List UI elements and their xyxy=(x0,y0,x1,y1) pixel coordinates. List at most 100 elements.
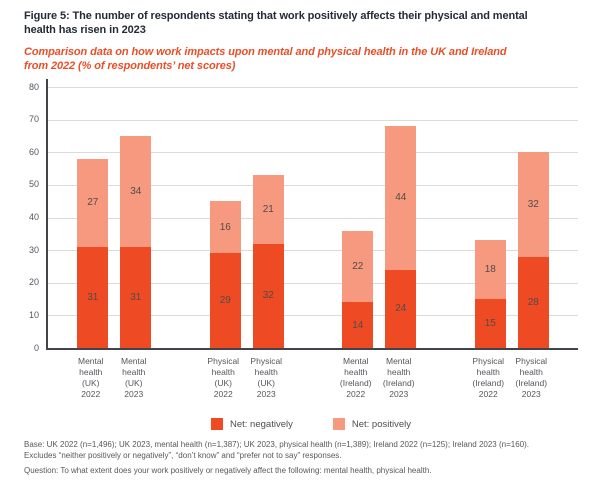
bar-segment-negative: 24 xyxy=(385,269,417,348)
value-label: 24 xyxy=(395,303,407,315)
bar-segment-negative: 32 xyxy=(252,243,284,348)
figure-subtitle-line-2: from 2022 (% of respondents’ net scores) xyxy=(24,60,236,72)
gridline-60 xyxy=(48,152,578,154)
gridline-10 xyxy=(48,315,578,317)
figure-title-line-2: health has risen in 2023 xyxy=(24,24,146,36)
bar-group-1: 27 31 34 31 xyxy=(48,135,181,348)
gridline-80 xyxy=(48,87,578,88)
value-label: 31 xyxy=(130,291,142,303)
legend-label: Net: positively xyxy=(351,418,411,430)
stacked-bar-7: 18 15 xyxy=(474,240,506,348)
value-label: 14 xyxy=(352,319,364,331)
base-note-line-1: Base: UK 2022 (n=1,496); UK 2023, mental… xyxy=(24,440,529,449)
value-label: 18 xyxy=(484,264,496,276)
bar-segment-negative: 15 xyxy=(474,299,506,348)
value-label: 31 xyxy=(87,291,99,303)
bar-segment-positive: 27 xyxy=(77,158,109,247)
stacked-bar-5: 22 14 xyxy=(342,230,374,348)
bar-segment-positive: 21 xyxy=(252,175,284,244)
gridline-20 xyxy=(48,282,578,284)
x-axis-label: Physical health (UK) 2023 xyxy=(250,356,283,399)
stacked-bar-2: 34 31 xyxy=(120,135,152,348)
bar-segment-positive: 16 xyxy=(209,201,241,254)
value-label: 21 xyxy=(262,203,274,215)
y-tick-label-60: 60 xyxy=(28,146,39,157)
figure-subtitle-line-1: Comparison data on how work impacts upon… xyxy=(24,46,507,58)
y-tick-label-70: 70 xyxy=(28,114,39,125)
y-tick-label-50: 50 xyxy=(28,179,39,190)
legend-item-positive: Net: positively xyxy=(332,418,411,430)
bar-segment-negative: 31 xyxy=(120,246,152,348)
x-axis-label: Physical health (UK) 2022 xyxy=(207,356,240,399)
y-tick-label-40: 40 xyxy=(28,212,39,222)
value-label: 32 xyxy=(527,198,539,210)
bar-segment-positive: 44 xyxy=(385,126,417,270)
legend-item-negative: Net: negatively xyxy=(211,418,293,430)
y-tick-label-10: 10 xyxy=(28,309,39,320)
legend: Net: negatively Net: positively xyxy=(46,418,576,430)
value-label: 22 xyxy=(352,260,364,272)
gridline-50 xyxy=(48,184,578,186)
value-label: 29 xyxy=(219,295,231,307)
base-note-line-2: Excludes “neither positively or negative… xyxy=(24,450,342,460)
x-axis-label: Physical health (Ireland) 2022 xyxy=(472,356,505,399)
value-label: 32 xyxy=(262,290,274,302)
x-label-group-1: Mental health (UK) 2022 Mental health (UK… xyxy=(46,356,179,400)
x-axis-label: Mental health (Ireland) 2023 xyxy=(382,356,415,399)
figure-title-line-1: Figure 5: The number of respondents stat… xyxy=(24,10,528,22)
y-tick-label-80: 80 xyxy=(28,81,39,92)
value-label: 16 xyxy=(219,221,231,233)
bar-cell: 22 14 xyxy=(336,230,379,348)
value-label: 34 xyxy=(130,185,142,197)
x-label-group-2: Physical health (UK) 2022 Physical health… xyxy=(179,356,312,400)
bar-cell: 44 24 xyxy=(379,126,422,348)
question-note: Question: To what extent does your work … xyxy=(24,465,432,475)
bar-cell: 21 32 xyxy=(247,175,290,348)
x-axis-label: Mental health (UK) 2022 xyxy=(77,356,104,399)
gridline-40 xyxy=(48,217,578,219)
value-label: 27 xyxy=(87,197,99,209)
gridline-70 xyxy=(48,119,578,121)
stacked-bar-3: 16 29 xyxy=(209,201,241,348)
bar-group-2: 16 29 21 32 xyxy=(181,175,314,348)
x-label-group-4: Physical health (Ireland) 2022 Physical h… xyxy=(444,356,577,400)
value-label: 15 xyxy=(484,318,496,330)
y-tick-label-30: 30 xyxy=(28,244,39,255)
y-axis-line xyxy=(46,79,48,87)
bar-segment-positive: 34 xyxy=(120,135,152,247)
x-axis-labels: Mental health (UK) 2022 Mental health (UK… xyxy=(46,356,576,400)
value-label: 44 xyxy=(395,192,407,204)
legend-swatch-negative xyxy=(211,418,223,430)
stacked-bar-8: 32 28 xyxy=(517,152,549,348)
gridline-30 xyxy=(48,250,578,252)
bar-cell: 27 31 xyxy=(71,158,114,348)
figure-subtitle: Comparison data on how work impacts upon… xyxy=(24,45,599,73)
y-tick-label-0: 0 xyxy=(33,342,39,353)
bar-segment-positive: 22 xyxy=(342,230,374,303)
bar-group-4: 18 15 32 28 xyxy=(446,152,579,348)
x-label-group-3: Mental health (Ireland) 2022 Mental healt… xyxy=(311,356,444,400)
bar-cell: 32 28 xyxy=(512,152,555,348)
bar-group-3: 22 14 44 24 xyxy=(313,126,446,348)
stacked-bar-6: 44 24 xyxy=(385,126,417,348)
gridlines xyxy=(48,87,578,348)
bar-segment-negative: 29 xyxy=(209,253,241,348)
bar-cell: 18 15 xyxy=(469,240,512,348)
bar-segment-negative: 31 xyxy=(77,246,109,348)
value-label: 28 xyxy=(527,296,539,308)
figure-title: Figure 5: The number of respondents stat… xyxy=(24,9,599,37)
stacked-bar-1: 27 31 xyxy=(77,158,109,348)
plot-area: 27 31 34 31 16 29 21 32 22 14 44 24 18 15 32 28 0 10 20 30… xyxy=(29,79,578,353)
legend-swatch-positive xyxy=(332,418,345,430)
x-axis-label: Mental health (Ireland) 2022 xyxy=(339,356,372,399)
bar-segment-negative: 28 xyxy=(517,256,549,348)
legend-label: Net: negatively xyxy=(230,418,293,430)
footer-notes: Base: UK 2022 (n=1,496); UK 2023, mental… xyxy=(24,440,604,476)
y-tick-label-20: 20 xyxy=(28,277,39,288)
stacked-bar-4: 21 32 xyxy=(252,175,284,348)
x-axis-label: Physical health (Ireland) 2023 xyxy=(515,356,548,399)
bar-cell: 16 29 xyxy=(204,201,247,348)
bar-groups: 27 31 34 31 16 29 21 32 22 14 44 24 18 15 32 28 xyxy=(48,87,578,348)
bar-segment-positive: 18 xyxy=(474,240,506,300)
